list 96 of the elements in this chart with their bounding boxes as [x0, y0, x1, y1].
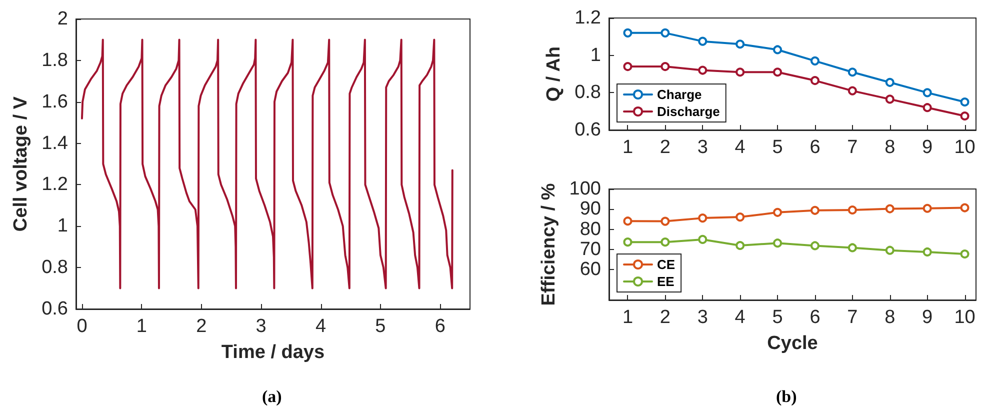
point — [660, 216, 670, 226]
point — [960, 203, 970, 212]
point — [885, 78, 894, 87]
point — [885, 94, 894, 104]
x-tick-label: 3 — [256, 316, 266, 337]
point — [660, 62, 670, 72]
point — [848, 68, 857, 77]
x-tick-label: 3 — [697, 307, 708, 328]
x-tick-label: 8 — [884, 307, 896, 328]
point — [698, 36, 708, 46]
y-tick-label: 60 — [580, 259, 601, 280]
y-tick-label: 1.8 — [42, 50, 68, 71]
line-series — [80, 38, 454, 290]
x-tick-label: 5 — [375, 316, 386, 337]
point — [773, 238, 782, 248]
x-axis-title: Cycle — [767, 333, 818, 354]
point — [698, 214, 708, 223]
point — [810, 241, 820, 250]
y-tick-label: 0.8 — [574, 82, 601, 104]
y-tick-label: 0.6 — [574, 120, 601, 140]
y-axis-title: Cell voltage / V — [10, 96, 32, 232]
y-tick-label: 70 — [580, 239, 601, 260]
point — [960, 98, 970, 106]
x-tick-label: 4 — [734, 137, 746, 158]
point — [922, 204, 932, 213]
x-tick-label: 10 — [954, 137, 976, 158]
y-tick-label: 0.8 — [42, 257, 68, 278]
point — [736, 40, 745, 49]
x-tick-label: 10 — [954, 307, 976, 328]
point — [660, 238, 670, 247]
point — [623, 28, 632, 38]
point — [773, 68, 782, 77]
point — [736, 241, 745, 250]
x-tick-label: 8 — [884, 137, 896, 158]
text: (a) — [262, 387, 282, 406]
y-tick-label: 1 — [590, 44, 601, 66]
point — [960, 112, 970, 120]
y-tick-label: 1.2 — [42, 174, 68, 196]
point — [623, 62, 632, 72]
x-tick-label: 2 — [196, 316, 207, 337]
point — [848, 205, 857, 214]
x-tick-label: 6 — [434, 316, 446, 337]
x-tick-label: 5 — [772, 137, 783, 158]
x-tick-label: 6 — [810, 137, 820, 158]
x-tick-label: 4 — [315, 316, 326, 337]
text: (b) — [776, 387, 797, 406]
point — [810, 206, 820, 215]
legend-label: CE — [657, 257, 676, 272]
point — [660, 28, 670, 38]
point — [885, 246, 894, 255]
y-tick-label: 0.6 — [42, 298, 68, 320]
y-tick-label: 80 — [580, 218, 601, 240]
y-axis-title: Efficiency / % — [538, 183, 560, 306]
x-tick-label: 6 — [810, 307, 820, 328]
x-tick-label: 3 — [697, 137, 708, 158]
x-tick-label: 7 — [847, 137, 858, 158]
y-tick-label: 2 — [57, 8, 68, 30]
y-tick-label: 90 — [580, 198, 601, 220]
y-tick-label: 100 — [569, 178, 601, 200]
y-tick-label: 1.6 — [42, 91, 68, 112]
point — [698, 234, 708, 244]
point — [885, 204, 894, 214]
point — [922, 247, 932, 256]
x-axis-title: Time / days — [221, 342, 325, 363]
point — [848, 243, 857, 252]
x-tick-label: 1 — [136, 316, 147, 337]
legend-label: Charge — [657, 87, 702, 102]
x-tick-label: 2 — [660, 307, 670, 328]
point — [773, 208, 782, 217]
point — [736, 212, 745, 222]
y-tick-label: 1.2 — [574, 8, 601, 28]
x-tick-label: 1 — [622, 137, 634, 158]
point — [736, 68, 745, 77]
x-tick-label: 2 — [660, 137, 670, 158]
x-tick-label: 4 — [734, 307, 746, 328]
x-tick-label: 7 — [847, 307, 858, 328]
x-tick-label: 5 — [772, 307, 783, 328]
y-tick-label: 1.4 — [42, 132, 68, 154]
legend-label: EE — [657, 274, 675, 289]
x-tick-label: 0 — [76, 316, 88, 337]
point — [623, 238, 632, 247]
x-tick-label: 9 — [922, 307, 933, 328]
point — [810, 76, 820, 86]
y-axis-title: Q / Ah — [544, 46, 565, 102]
x-tick-label: 1 — [622, 307, 634, 328]
point — [848, 86, 857, 96]
point — [960, 249, 970, 258]
point — [922, 88, 932, 98]
point — [773, 45, 782, 54]
legend-label: Discharge — [657, 104, 720, 119]
y-tick-label: 1 — [57, 216, 68, 237]
point — [623, 216, 632, 226]
point — [922, 103, 932, 112]
x-tick-label: 9 — [922, 137, 933, 158]
point — [810, 56, 820, 66]
point — [698, 66, 708, 75]
